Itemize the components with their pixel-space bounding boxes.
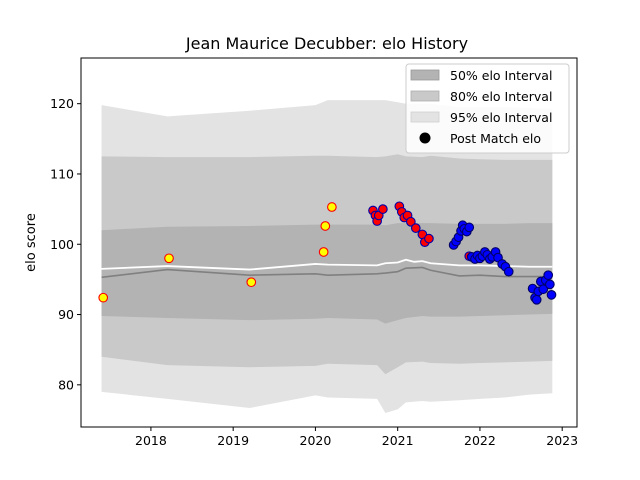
- post-match-points: [98, 201, 557, 305]
- y-axis-label: elo score: [24, 213, 39, 272]
- post-match-point: [531, 294, 542, 305]
- post-match-point: [98, 292, 109, 303]
- y-tick-label: 120: [50, 96, 74, 111]
- y-tick-label: 110: [50, 166, 74, 181]
- interval-bands: [101, 100, 553, 413]
- legend-frame: [405, 63, 570, 154]
- x-axis: 2018 2019 2020 2021 2022 2023: [135, 427, 578, 448]
- post-match-point: [164, 253, 174, 264]
- legend-label-post-match: Post Match elo: [450, 131, 541, 146]
- band-50-interval: [101, 223, 553, 324]
- post-match-point: [405, 216, 416, 227]
- y-axis: 80 90 100 110 120: [50, 96, 81, 392]
- x-tick-label: 2021: [382, 433, 414, 448]
- legend-swatch-50: [410, 69, 440, 81]
- y-tick-label: 80: [58, 377, 74, 392]
- x-tick-label: 2018: [135, 433, 167, 448]
- chart-title: Jean Maurice Decubber: elo History: [185, 34, 468, 53]
- x-tick-label: 2020: [300, 433, 332, 448]
- post-match-point: [503, 266, 514, 277]
- post-match-point: [543, 270, 554, 281]
- x-tick-label: 2019: [217, 433, 249, 448]
- post-match-point: [424, 233, 434, 244]
- post-match-point: [410, 223, 421, 233]
- y-tick-label: 100: [50, 237, 74, 252]
- x-tick-label: 2022: [464, 433, 496, 448]
- legend-label-95: 95% elo Interval: [450, 110, 552, 125]
- legend-swatch-80: [410, 90, 440, 102]
- mean-elo-line: [101, 258, 553, 271]
- y-tick-label: 90: [58, 307, 74, 322]
- median-elo-line: [101, 266, 553, 279]
- plot-frame: [80, 57, 578, 428]
- post-match-point: [378, 204, 388, 214]
- summary-lines: [101, 258, 553, 279]
- post-match-point: [327, 202, 337, 212]
- post-match-point: [538, 284, 549, 295]
- legend-label-50: 50% elo Interval: [450, 68, 552, 83]
- post-match-point: [318, 247, 329, 257]
- x-tick-label: 2023: [546, 433, 578, 448]
- legend-swatch-95: [410, 111, 440, 123]
- legend: 50% elo Interval 80% elo Interval 95% el…: [405, 63, 570, 154]
- post-match-point: [320, 221, 331, 231]
- legend-label-80: 80% elo Interval: [450, 89, 552, 104]
- post-match-point: [464, 222, 475, 233]
- legend-marker-post-match: [419, 132, 431, 144]
- post-match-point: [546, 290, 557, 300]
- post-match-point: [246, 277, 257, 288]
- post-match-point: [545, 279, 555, 290]
